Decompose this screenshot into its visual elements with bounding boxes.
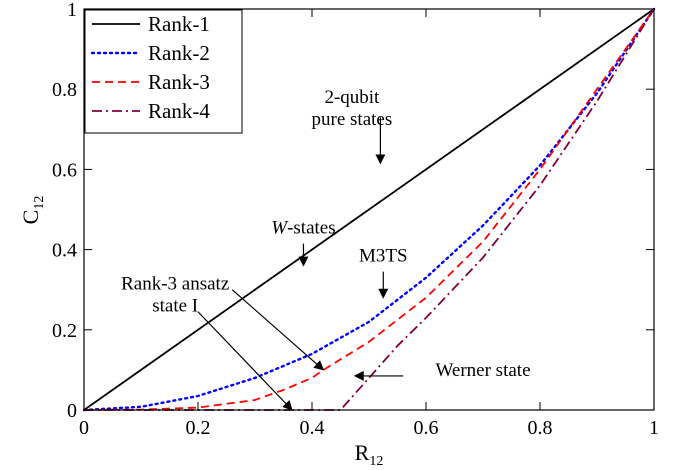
- x-tick-label: 0.4: [300, 417, 325, 439]
- legend-label-rank-4: Rank-4: [148, 99, 210, 123]
- annotation-text: W-states: [271, 218, 335, 239]
- y-axis-label-main: C: [18, 210, 43, 225]
- x-axis-label-main: R: [355, 440, 370, 465]
- annotation-text: pure states: [312, 109, 393, 130]
- legend-label-rank-1: Rank-1: [148, 12, 210, 36]
- annotation-text: 2-qubit: [324, 87, 380, 108]
- y-tick-label: 0.8: [52, 79, 77, 101]
- x-tick-label: 0: [79, 417, 89, 439]
- y-tick-label: 1: [67, 0, 77, 21]
- x-tick-label: 0.2: [186, 417, 211, 439]
- annotation-arrow: [197, 311, 293, 411]
- legend-label-rank-2: Rank-2: [148, 41, 210, 65]
- y-axis-label-sub: 12: [32, 196, 47, 210]
- x-axis-label: R12: [355, 440, 384, 469]
- series-line-rank-1: [83, 8, 655, 411]
- axis-ticks: 0 0.2 0.4 0.6 0.8 1 0 0.2 0.4 0.6 0.8 1: [52, 0, 659, 439]
- series-line-rank-4: [84, 8, 655, 411]
- legend-label-rank-3: Rank-3: [148, 70, 210, 94]
- annotation-text: M3TS: [359, 246, 408, 267]
- annotation-text: Werner state: [436, 360, 531, 381]
- y-tick-label: 0.4: [52, 240, 77, 262]
- plot-area: [82, 7, 656, 412]
- x-tick-label: 1: [649, 417, 659, 439]
- y-axis-label: C12: [18, 196, 47, 225]
- x-tick-label: 0.8: [528, 417, 553, 439]
- annotation-text: Rank-3 ansatz: [121, 274, 229, 295]
- annotation-arrow: [231, 289, 325, 371]
- annotation-text: state I: [152, 296, 198, 317]
- y-tick-label: 0.6: [52, 159, 77, 181]
- legend: Rank-1 Rank-2 Rank-3 Rank-4: [84, 9, 243, 134]
- y-tick-label: 0: [67, 400, 77, 422]
- x-tick-label: 0.6: [414, 417, 439, 439]
- y-tick-label: 0.2: [52, 320, 77, 342]
- x-axis-label-sub: 12: [369, 454, 383, 469]
- plot-frame: [83, 8, 655, 411]
- legend-box: [84, 9, 243, 134]
